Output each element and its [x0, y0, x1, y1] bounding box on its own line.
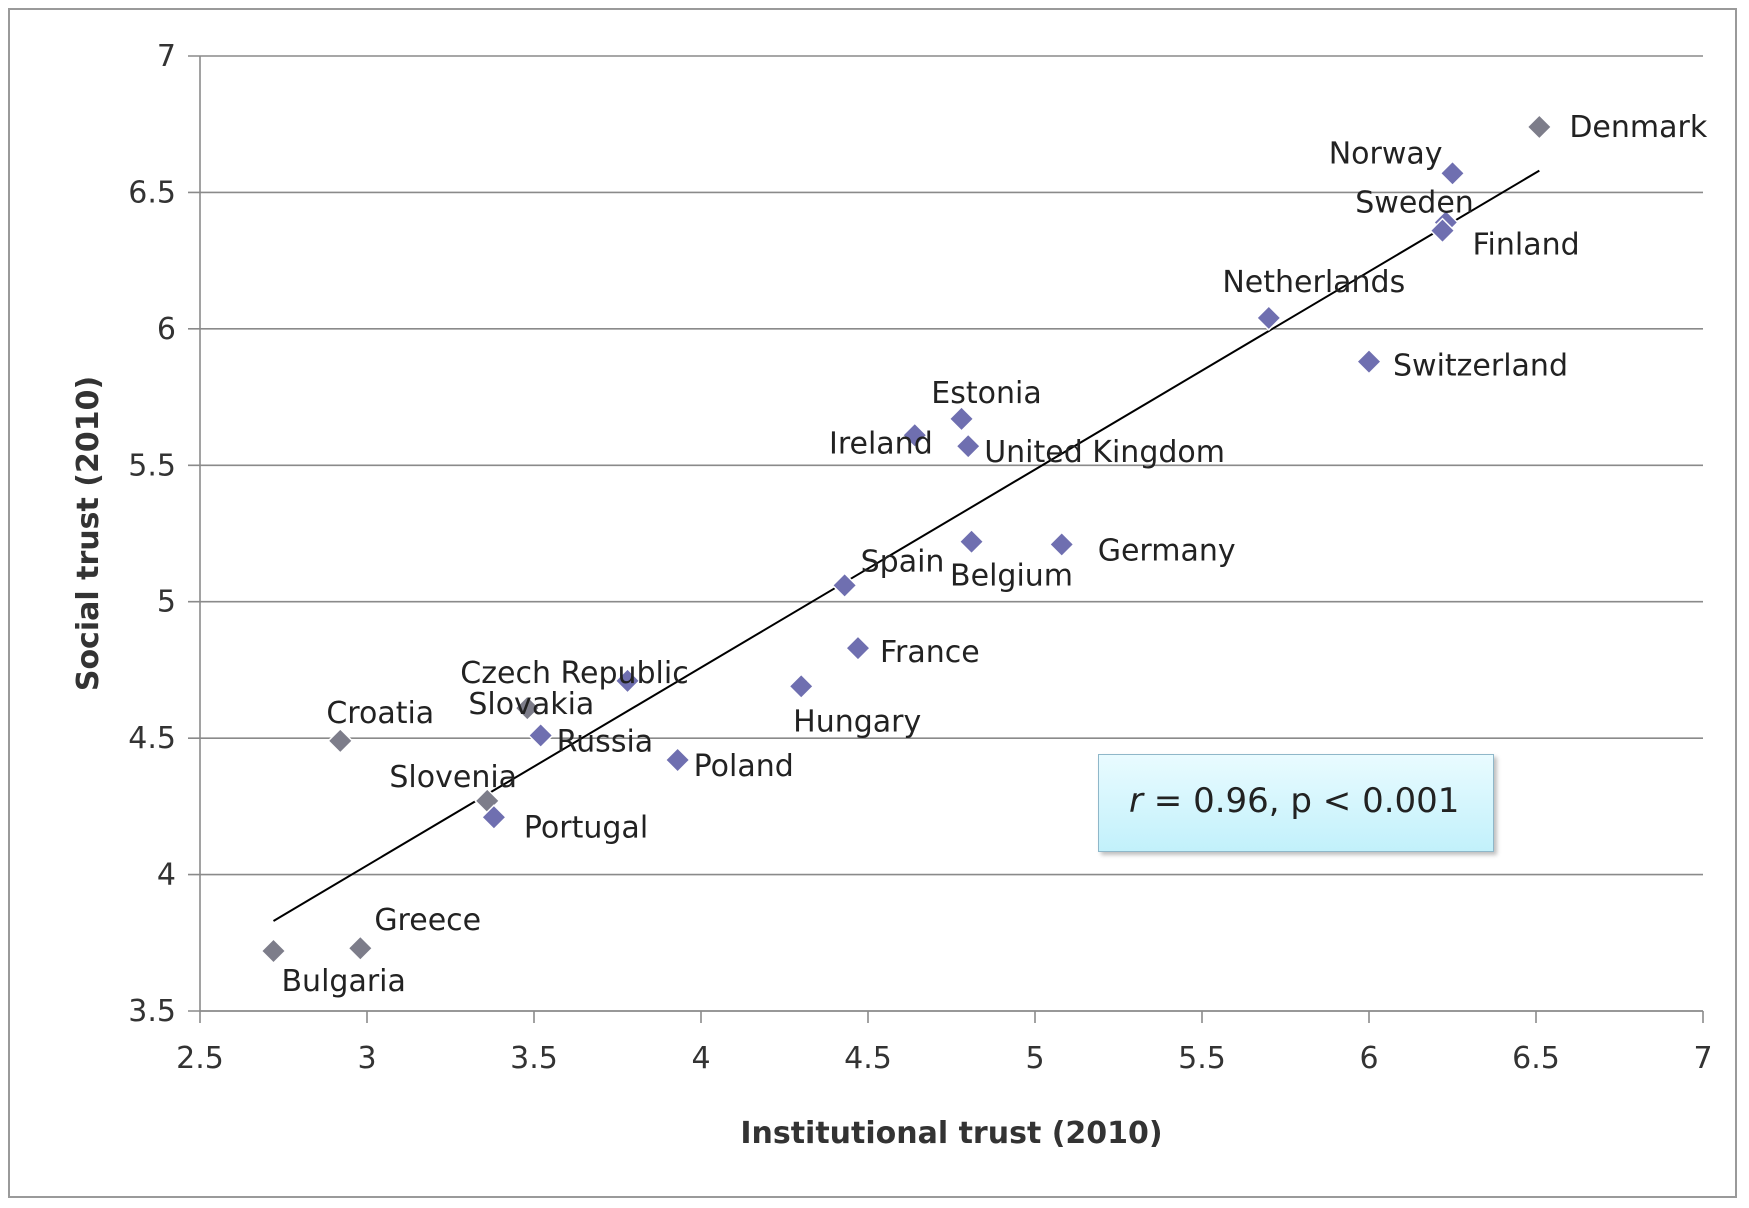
point-label-slovenia: Slovenia — [389, 760, 517, 795]
data-point-czech-republic — [614, 667, 641, 694]
y-tick-label: 5 — [157, 585, 176, 620]
data-point-bulgaria — [260, 937, 287, 965]
point-label-netherlands: Netherlands — [1222, 265, 1405, 300]
data-point-russia — [527, 722, 554, 749]
point-label-czech-republic: Czech Republic — [460, 656, 688, 691]
x-tick-label: 6 — [1359, 1041, 1378, 1076]
data-point-croatia — [327, 727, 354, 754]
point-label-bulgaria: Bulgaria — [281, 964, 405, 999]
point-label-france: France — [880, 635, 980, 670]
chart-frame — [8, 8, 1737, 1198]
data-point-spain — [831, 572, 858, 599]
point-label-portugal: Portugal — [524, 810, 648, 845]
data-point-switzerland — [1355, 348, 1383, 375]
point-label-poland: Poland — [694, 749, 794, 784]
point-label-switzerland: Switzerland — [1393, 349, 1568, 384]
data-point-ireland — [901, 422, 928, 449]
correlation-text: r = 0.96, p < 0.001 — [1129, 781, 1459, 821]
y-tick-label: 3.5 — [128, 994, 176, 1029]
point-label-germany: Germany — [1098, 533, 1236, 568]
x-tick-label: 7 — [1693, 1041, 1712, 1076]
x-tick-label: 4 — [691, 1041, 710, 1076]
y-tick-label: 4.5 — [128, 721, 176, 756]
x-tick-label: 6.5 — [1512, 1041, 1560, 1076]
x-tick-label: 5 — [1025, 1041, 1044, 1076]
point-label-greece: Greece — [374, 903, 481, 938]
data-point-denmark — [1526, 113, 1553, 141]
point-label-russia: Russia — [557, 724, 654, 759]
x-tick-label: 3 — [357, 1041, 376, 1076]
correlation-annotation-box: r = 0.96, p < 0.001 — [1098, 754, 1494, 852]
y-tick-label: 7 — [157, 39, 176, 74]
point-label-slovakia: Slovakia — [468, 687, 594, 722]
data-point-slovakia — [514, 695, 541, 722]
point-label-ireland: Ireland — [829, 426, 933, 461]
x-tick-label: 3.5 — [510, 1041, 558, 1076]
x-tick-label: 4.5 — [844, 1041, 892, 1076]
data-point-greece — [347, 935, 374, 962]
x-tick-label: 2.5 — [176, 1041, 224, 1076]
y-axis-title: Social trust (2010) — [71, 376, 106, 691]
point-label-norway: Norway — [1329, 136, 1443, 171]
data-point-germany — [1048, 531, 1075, 558]
correlation-value: = 0.96, p < 0.001 — [1142, 781, 1460, 821]
data-point-france — [844, 635, 872, 662]
y-tick-label: 4 — [157, 858, 176, 893]
data-point-norway — [1439, 160, 1466, 187]
data-point-finland — [1429, 217, 1456, 244]
point-label-estonia: Estonia — [931, 376, 1041, 411]
data-point-netherlands — [1255, 304, 1282, 332]
data-point-belgium — [958, 528, 985, 555]
point-label-sweden: Sweden — [1355, 185, 1474, 220]
point-label-finland: Finland — [1472, 228, 1579, 263]
point-label-united-kingdom: United Kingdom — [984, 435, 1225, 470]
point-label-hungary: Hungary — [793, 704, 921, 739]
y-tick-label: 6.5 — [128, 175, 176, 210]
data-point-estonia — [948, 405, 975, 432]
y-tick-label: 6 — [157, 312, 176, 347]
y-tick-label: 5.5 — [128, 448, 176, 483]
point-label-belgium: Belgium — [950, 559, 1073, 594]
data-point-portugal — [480, 804, 507, 831]
point-label-spain: Spain — [861, 544, 945, 579]
data-point-hungary — [788, 673, 815, 700]
point-label-denmark: Denmark — [1569, 110, 1708, 145]
data-point-poland — [664, 746, 691, 774]
x-axis-title: Institutional trust (2010) — [740, 1116, 1162, 1151]
point-label-croatia: Croatia — [326, 696, 434, 731]
x-tick-label: 5.5 — [1178, 1041, 1226, 1076]
data-point-united-kingdom — [955, 433, 982, 460]
r-symbol: r — [1129, 781, 1143, 821]
